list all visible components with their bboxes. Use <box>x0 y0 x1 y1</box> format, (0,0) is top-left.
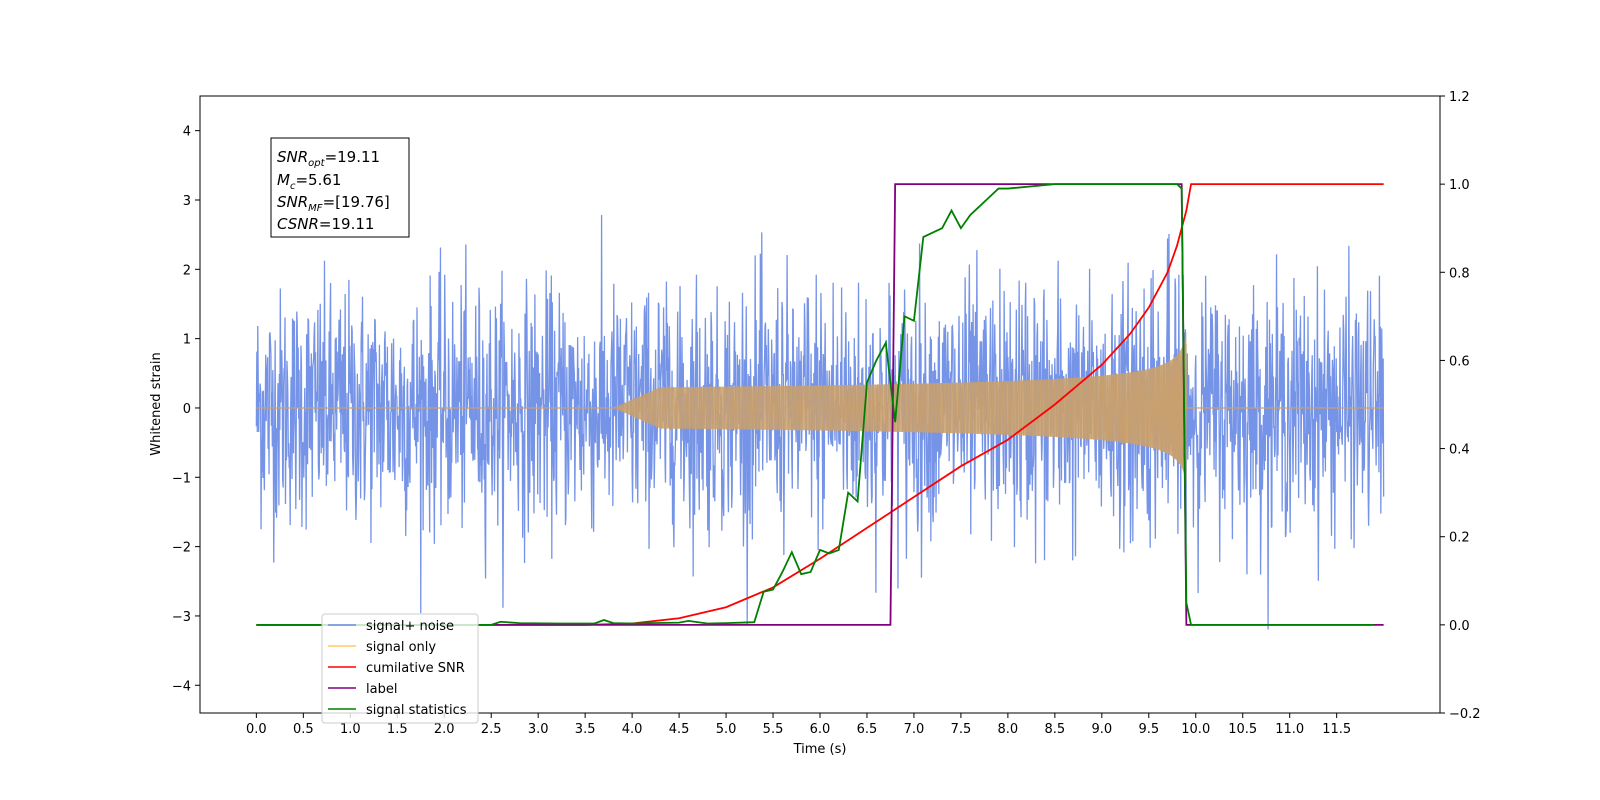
annotation-csnr: CSNR=19.11 <box>277 215 374 233</box>
y2-tick-label: 0.6 <box>1449 354 1470 369</box>
y2-tick-label: 0.0 <box>1449 619 1470 634</box>
svg-text:signal+ noise: signal+ noise <box>366 619 454 634</box>
y2-tick-label: 0.2 <box>1449 531 1470 546</box>
series-cumilative-snr <box>256 183 1384 626</box>
x-tick-label: 8.5 <box>1045 722 1066 737</box>
x-axis-label: Time (s) <box>793 742 847 757</box>
y-axis-right: −0.2 0.0 0.2 0.4 0.6 0.8 1.0 1.2 <box>1440 90 1481 722</box>
x-tick-label: 9.5 <box>1138 722 1159 737</box>
legend-entry: cumilative SNR <box>328 661 465 676</box>
svg-text:label: label <box>366 682 397 697</box>
y-tick-label: −4 <box>172 679 191 694</box>
y-tick-label: −1 <box>172 471 191 486</box>
x-tick-label: 7.5 <box>951 722 972 737</box>
y-tick-label: 4 <box>183 125 191 140</box>
y-tick-label: 3 <box>183 194 191 209</box>
plot-area <box>255 183 1385 630</box>
x-tick-label: 3.5 <box>575 722 596 737</box>
x-tick-label: 4.5 <box>669 722 690 737</box>
y-tick-label: 2 <box>183 263 191 278</box>
x-tick-label: 2.0 <box>434 722 455 737</box>
legend-entry: signal+ noise <box>328 619 454 634</box>
y-tick-label: 0 <box>183 402 191 417</box>
x-tick-label: 6.5 <box>857 722 878 737</box>
x-tick-label: 7.0 <box>904 722 925 737</box>
y-tick-label: 1 <box>183 333 191 348</box>
series-signal-only <box>585 343 1215 481</box>
annotation-snr-opt: SNRopt=19.11 <box>277 148 380 169</box>
x-tick-label: 9.0 <box>1091 722 1112 737</box>
y2-tick-label: 1.0 <box>1449 178 1470 193</box>
x-tick-label: 2.5 <box>481 722 502 737</box>
x-tick-label: 11.0 <box>1275 722 1304 737</box>
y2-tick-label: 0.4 <box>1449 443 1470 458</box>
x-tick-label: 0.0 <box>246 722 267 737</box>
legend-entry: signal only <box>328 640 436 655</box>
x-tick-label: 10.5 <box>1228 722 1257 737</box>
y-axis-label: Whitened strain <box>149 352 164 455</box>
x-tick-label: 11.5 <box>1322 722 1351 737</box>
y2-tick-label: 0.8 <box>1449 266 1470 281</box>
y-tick-label: −2 <box>172 541 191 556</box>
annotation-mc: Mc=5.61 <box>277 171 341 192</box>
x-tick-label: 6.0 <box>810 722 831 737</box>
legend: signal+ noise signal only cumilative SNR… <box>321 613 479 724</box>
annotation-box: SNRopt=19.11 Mc=5.61 SNRMF=[19.76] CSNR=… <box>270 137 410 238</box>
x-axis: 0.0 0.5 1.0 1.5 2.0 2.5 3.0 3.5 4.0 4.5 5.0 5.5 6.0 6… <box>246 713 1351 737</box>
y-axis-left: −4 −3 −2 −1 0 1 2 3 4 <box>172 125 200 694</box>
legend-entry: label <box>328 682 397 697</box>
y2-tick-label: −0.2 <box>1449 707 1481 722</box>
x-tick-label: 8.0 <box>998 722 1019 737</box>
x-tick-label: 0.5 <box>293 722 314 737</box>
y-tick-label: −3 <box>172 610 191 625</box>
x-tick-label: 5.0 <box>716 722 737 737</box>
x-tick-label: 3.0 <box>528 722 549 737</box>
x-tick-label: 4.0 <box>622 722 643 737</box>
annotation-snr-mf: SNRMF=[19.76] <box>277 193 390 214</box>
series-signal-statistics <box>256 183 1375 626</box>
y2-tick-label: 1.2 <box>1449 90 1470 105</box>
svg-text:cumilative SNR: cumilative SNR <box>366 661 465 676</box>
x-tick-label: 5.5 <box>763 722 784 737</box>
legend-entry: signal statistics <box>328 703 467 718</box>
x-tick-label: 1.5 <box>387 722 408 737</box>
x-tick-label: 10.0 <box>1181 722 1210 737</box>
svg-text:signal only: signal only <box>366 640 436 655</box>
svg-text:signal statistics: signal statistics <box>366 703 467 718</box>
x-tick-label: 1.0 <box>340 722 361 737</box>
